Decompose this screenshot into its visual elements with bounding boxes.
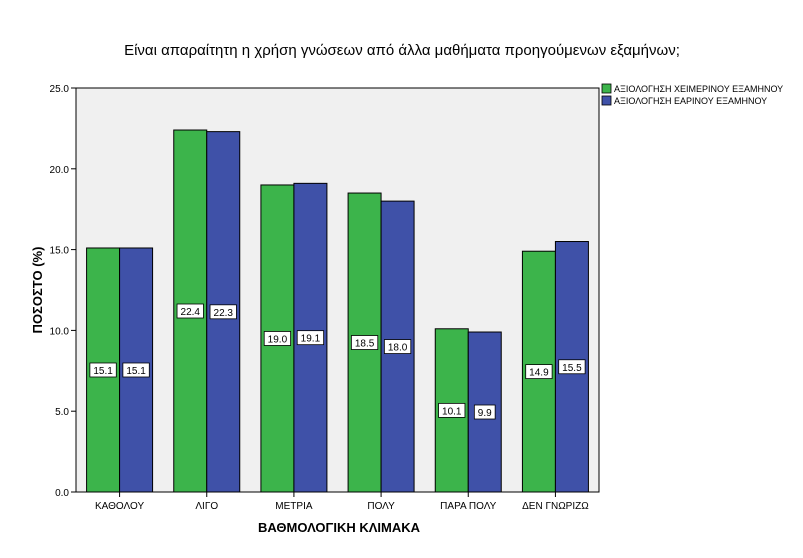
- data-label: 18.5: [355, 339, 375, 350]
- data-label: 15.1: [126, 366, 146, 377]
- data-label: 22.3: [214, 308, 234, 319]
- data-label-box: [263, 331, 292, 346]
- data-label-box: [89, 362, 117, 378]
- data-label-box: [176, 303, 204, 319]
- y-axis: 0.0 5.0 10.0 15.0 20.0 25.0: [50, 84, 76, 499]
- data-label: 19.0: [268, 334, 288, 345]
- data-label: 18.0: [388, 343, 408, 354]
- data-label: 15.5: [562, 363, 582, 374]
- data-label-box: [525, 364, 553, 380]
- data-label-box: [558, 359, 586, 375]
- data-label-box: [296, 330, 325, 346]
- legend-swatch: [601, 83, 612, 94]
- legend: ΑΞΙΟΛΟΓΗΣΗ ΧΕΙΜΕΡΙΝΟΥ ΕΞΑΜΗΝΟΥ ΑΞΙΟΛΟΓΗΣΗ…: [601, 83, 783, 106]
- data-label-box: [350, 335, 379, 350]
- data-label: 9.9: [478, 408, 492, 419]
- x-tick-label: ΔΕΝ ΓΝΩΡΙΖΩ: [522, 501, 589, 512]
- legend-label: ΑΞΙΟΛΟΓΗΣΗ ΕΑΡΙΝΟΥ ΕΞΑΜΗΝΟΥ: [614, 96, 767, 106]
- y-axis-title: ΠΟΣΟΣΤΟ (%): [30, 247, 45, 334]
- data-labels-group: 15.1 15.1 22.4 22.3 19.0 19.1 18.5 18.0 10.1 9.9 1…: [89, 303, 586, 420]
- x-tick-label: ΛΙΓΟ: [195, 501, 218, 512]
- data-label: 15.1: [93, 366, 113, 377]
- data-label-box: [473, 404, 496, 420]
- x-tick-label: ΠΑΡΑ ΠΟΛΥ: [440, 501, 496, 512]
- data-label: 22.4: [181, 307, 201, 318]
- x-tick-label: ΠΟΛΥ: [367, 501, 395, 512]
- x-axis-title: ΒΑΘΜΟΛΟΓΙΚΗ ΚΛΙΜΑΚΑ: [258, 520, 421, 535]
- y-tick-label: 20.0: [50, 165, 70, 176]
- legend-swatch: [601, 95, 612, 106]
- legend-label: ΑΞΙΟΛΟΓΗΣΗ ΧΕΙΜΕΡΙΝΟΥ ΕΞΑΜΗΝΟΥ: [614, 84, 783, 94]
- data-label-box: [209, 304, 237, 320]
- y-tick-label: 5.0: [55, 407, 69, 418]
- x-tick-label: ΚΑΘΟΛΟΥ: [95, 501, 144, 512]
- y-tick-label: 0.0: [55, 488, 69, 499]
- y-tick-label: 25.0: [50, 84, 70, 95]
- y-tick-label: 10.0: [50, 326, 70, 337]
- x-tick-label: ΜΕΤΡΙΑ: [275, 501, 313, 512]
- data-label-box: [122, 362, 150, 378]
- data-label-box: [383, 339, 412, 354]
- data-label-box: [438, 402, 466, 418]
- chart-title: Είναι απαραίτητη η χρήση γνώσεων από άλλ…: [124, 42, 680, 59]
- data-label: 14.9: [529, 368, 549, 379]
- data-label: 19.1: [301, 334, 321, 345]
- x-axis: ΚΑΘΟΛΟΥ ΛΙΓΟ ΜΕΤΡΙΑ ΠΟΛΥ ΠΑΡΑ ΠΟΛΥ ΔΕΝ ΓΝΩΡΙΖ…: [95, 492, 589, 512]
- plot-area: [75, 87, 600, 493]
- data-label: 10.1: [442, 406, 462, 417]
- y-tick-label: 15.0: [50, 246, 70, 257]
